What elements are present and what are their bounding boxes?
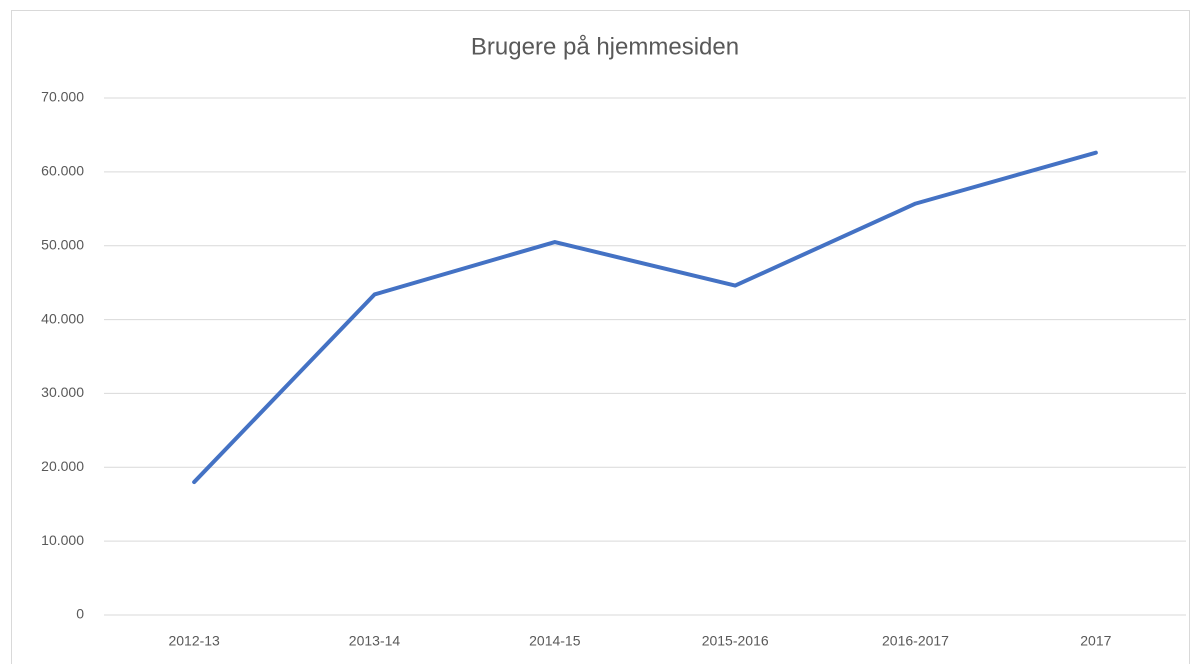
x-tick-label: 2014-15 xyxy=(529,633,581,649)
x-tick-label: 2013-14 xyxy=(349,633,401,649)
y-tick-label: 30.000 xyxy=(41,384,84,400)
y-tick-label: 0 xyxy=(76,606,84,622)
chart-title: Brugere på hjemmesiden xyxy=(471,33,739,60)
chart-frame xyxy=(11,10,1190,664)
data-line xyxy=(192,150,1098,485)
x-tick-label: 2012-13 xyxy=(168,633,220,649)
y-tick-label: 60.000 xyxy=(41,163,84,179)
y-tick-label: 70.000 xyxy=(41,89,84,105)
x-tick-label: 2016-2017 xyxy=(882,633,949,649)
y-tick-label: 20.000 xyxy=(41,458,84,474)
x-tick-label: 2015-2016 xyxy=(702,633,769,649)
y-tick-label: 50.000 xyxy=(41,236,84,252)
x-tick-label: 2017 xyxy=(1080,633,1111,649)
y-tick-label: 10.000 xyxy=(41,532,84,548)
y-tick-label: 40.000 xyxy=(41,310,84,326)
